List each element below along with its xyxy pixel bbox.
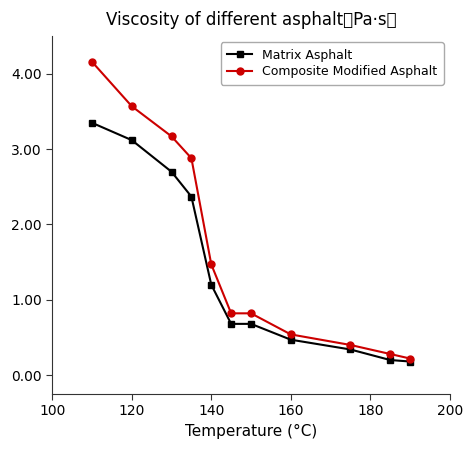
Matrix Asphalt [89,120,95,126]
Matrix Asphalt [407,359,413,364]
Matrix Asphalt [347,347,353,352]
Title: Viscosity of different asphalt（Pa·s）: Viscosity of different asphalt（Pa·s） [106,11,396,29]
Composite Modified Asphalt [248,310,254,316]
Composite Modified Asphalt [89,59,95,64]
Composite Modified Asphalt [347,342,353,348]
Matrix Asphalt [248,321,254,327]
X-axis label: Temperature (°C): Temperature (°C) [185,424,317,439]
Composite Modified Asphalt [189,156,194,161]
Line: Matrix Asphalt: Matrix Asphalt [89,119,413,365]
Composite Modified Asphalt [169,134,174,139]
Matrix Asphalt [189,194,194,199]
Matrix Asphalt [129,137,135,143]
Composite Modified Asphalt [129,104,135,109]
Composite Modified Asphalt [407,356,413,361]
Matrix Asphalt [228,321,234,327]
Matrix Asphalt [387,357,393,363]
Composite Modified Asphalt [288,332,293,337]
Line: Composite Modified Asphalt: Composite Modified Asphalt [89,58,413,362]
Composite Modified Asphalt [387,351,393,357]
Matrix Asphalt [288,337,293,342]
Composite Modified Asphalt [228,310,234,316]
Composite Modified Asphalt [209,262,214,267]
Legend: Matrix Asphalt, Composite Modified Asphalt: Matrix Asphalt, Composite Modified Aspha… [221,42,444,85]
Matrix Asphalt [209,282,214,288]
Matrix Asphalt [169,169,174,175]
